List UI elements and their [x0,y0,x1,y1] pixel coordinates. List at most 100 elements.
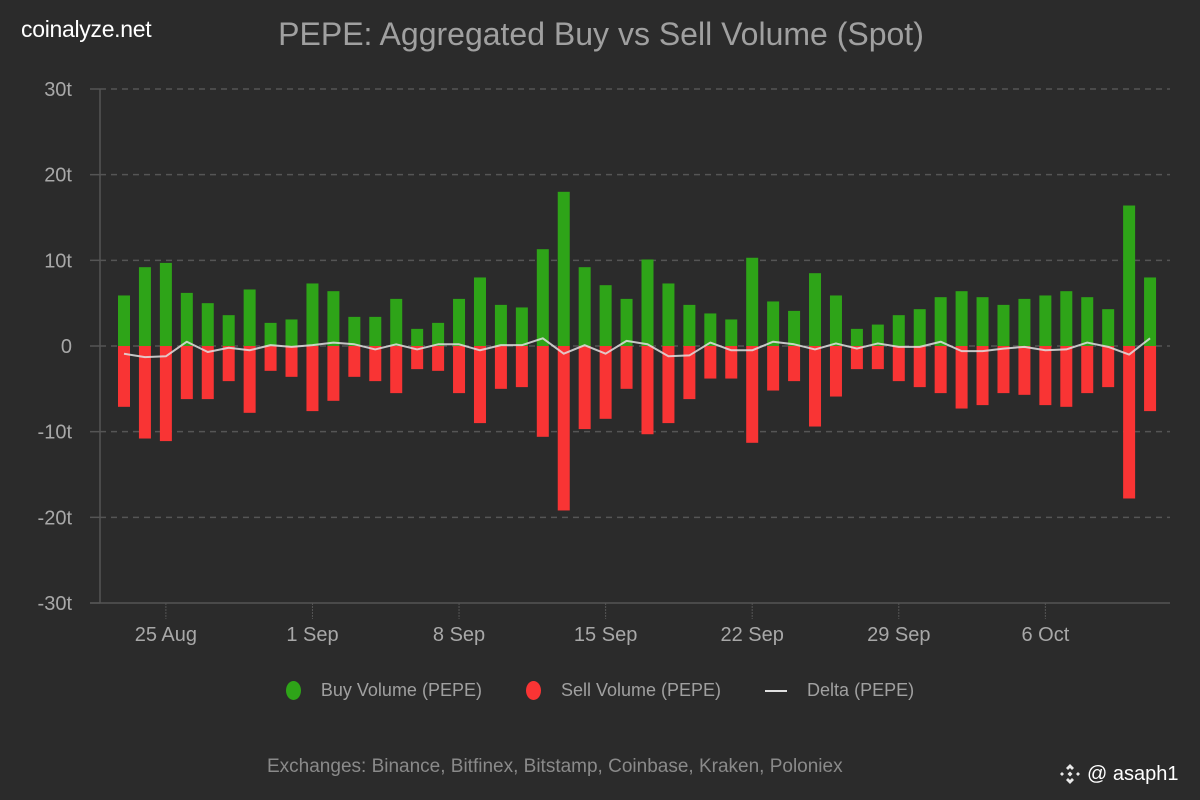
sell-volume-bar [620,346,633,389]
sell-volume-bar [1144,346,1157,412]
buy-volume-bar [788,310,801,346]
buy-volume-bar [683,304,696,346]
sell-volume-bar [976,346,989,406]
binance-logo-icon [1060,764,1080,784]
buy-volume-bar [327,291,340,346]
sell-volume-bar [515,346,528,388]
buy-volume-bar [725,319,738,346]
sell-volume-bar [955,346,968,409]
legend-item-sell-volume[interactable]: Sell Volume (PEPE) [525,680,722,701]
buy-volume-bar [536,249,549,346]
author-credit: @ asaph1 [1058,762,1178,786]
delta-line-group [123,337,1151,359]
buy-volume-bar [1039,295,1052,346]
sell-volume-bar [243,346,256,413]
y-tick-label: 20t [44,165,72,187]
sell-volume-bar [453,346,466,394]
sell-volume-bar [180,346,193,400]
legend: Buy Volume (PEPE) Sell Volume (PEPE) Del… [0,680,1200,701]
buy-volume-bar [201,303,214,346]
buy-volume-bar [641,259,654,346]
buy-volume-bar [1018,298,1031,346]
buy-volume-bar [348,316,361,346]
exchanges-footer: Exchanges: Binance, Bitfinex, Bitstamp, … [267,756,843,777]
sell-volume-bar [892,346,905,382]
buy-volume-bar [976,297,989,346]
sell-volume-bar [201,346,214,400]
brand-logo: coinalyze.net [21,16,152,42]
buy-volume-bar [704,313,717,346]
y-tick-label: 0 [61,336,72,358]
sell-volume-bar [159,346,172,442]
sell-volume-bar [473,346,486,424]
x-tick-label: 25 Aug [135,624,197,646]
buy-volume-bar [557,191,570,346]
buy-volume-bar [515,307,528,346]
buy-volume-bar [1081,297,1094,346]
buy-volume-bar [599,285,612,346]
sell-volume-bar [746,346,759,443]
buy-volume-bars [118,191,1157,346]
buy-volume-bar [809,273,822,346]
buy-volume-bar [578,267,591,346]
sell-volume-bar [494,346,507,389]
sell-volume-dot-icon [525,681,541,700]
x-tick-label: 8 Sep [433,624,485,646]
sell-volume-bar [788,346,801,382]
sell-volume-bar [432,346,445,371]
buy-volume-bar [934,297,947,346]
sell-volume-bar [1102,346,1115,388]
sell-volume-bar [536,346,549,437]
sell-volume-bar [1081,346,1094,394]
sell-volume-bar [809,346,822,427]
author-handle: @ asaph1 [1087,762,1179,785]
sell-volume-bar [1039,346,1052,406]
sell-volume-bar [662,346,675,424]
sell-volume-bar [641,346,654,435]
buy-volume-bar [159,262,172,346]
legend-label: Delta (PEPE) [807,680,915,700]
y-tick-label: -30t [38,593,73,615]
delta-line-icon [765,689,788,692]
buy-volume-bar [913,309,926,346]
sell-volume-bar [725,346,738,379]
sell-volume-bar [1060,346,1073,407]
sell-volume-bar [306,346,319,412]
sell-volume-bar [871,346,884,370]
legend-label: Buy Volume (PEPE) [320,680,482,700]
y-tick-label: -10t [38,422,73,444]
sell-volume-bar [369,346,382,382]
buy-volume-bar [892,315,905,346]
sell-volume-bar [578,346,591,430]
sell-volume-bar [934,346,947,394]
buy-volume-bar [243,289,256,346]
legend-label: Sell Volume (PEPE) [560,680,722,700]
buy-volume-bar [264,322,277,346]
y-tick-label: 30t [44,79,72,101]
y-axis-labels: 30t 20t 10t 0 -10t -20t -30t [38,79,73,615]
buy-volume-bar [1144,277,1157,346]
delta-line [123,337,1151,359]
buy-volume-bar [285,319,298,346]
sell-volume-bar [829,346,842,397]
sell-volume-bar [767,346,780,391]
buy-volume-bar [432,322,445,346]
buy-volume-bar [997,304,1010,346]
buy-volume-bar [473,277,486,346]
buy-volume-bar [662,283,675,346]
axes [90,88,1170,619]
sell-volume-bar [913,346,926,388]
buy-volume-bar [746,257,759,346]
sell-volume-bar [327,346,340,401]
x-tick-label: 6 Oct [1021,624,1069,646]
legend-item-delta[interactable]: Delta (PEPE) [765,680,914,701]
y-tick-label: 10t [44,250,72,272]
buy-volume-bar [453,298,466,346]
legend-item-buy-volume[interactable]: Buy Volume (PEPE) [285,680,482,701]
chart-title: PEPE: Aggregated Buy vs Sell Volume (Spo… [0,16,1200,53]
sell-volume-bar [997,346,1010,394]
sell-volume-bar [390,346,403,394]
sell-volume-bar [118,346,130,407]
buy-volume-bar [390,298,403,346]
x-tick-label: 29 Sep [867,624,930,646]
